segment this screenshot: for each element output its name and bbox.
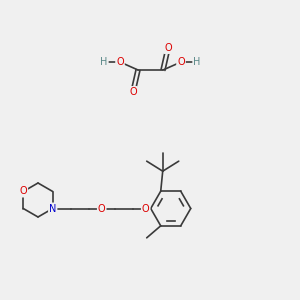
Text: O: O: [142, 203, 149, 214]
Text: N: N: [49, 203, 56, 214]
Text: H: H: [193, 57, 201, 67]
Text: O: O: [164, 43, 172, 53]
Text: O: O: [129, 87, 137, 97]
Text: O: O: [116, 57, 124, 67]
Text: O: O: [98, 203, 106, 214]
Text: O: O: [177, 57, 185, 67]
Text: H: H: [100, 57, 108, 67]
Text: O: O: [20, 187, 27, 196]
